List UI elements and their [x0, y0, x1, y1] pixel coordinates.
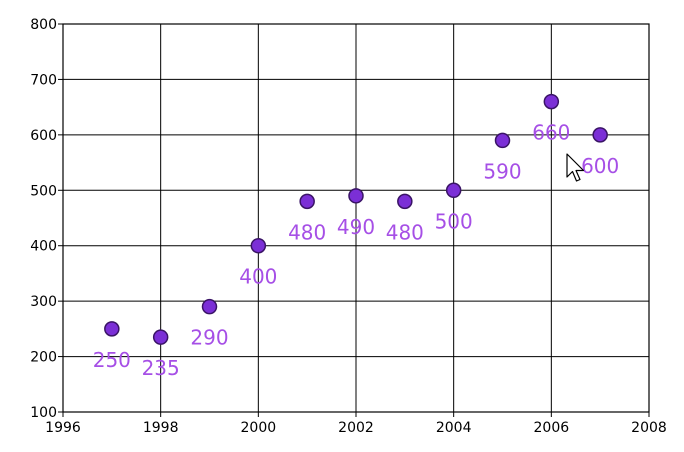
x-tick-label: 2006	[534, 420, 570, 436]
data-label: 480	[288, 220, 326, 244]
data-point	[250, 237, 267, 254]
x-tick-label: 2008	[631, 420, 667, 436]
y-tick-label: 600	[30, 128, 57, 144]
data-point	[494, 132, 511, 149]
y-tick-label: 500	[30, 183, 57, 199]
data-point	[201, 298, 218, 315]
x-tick-label: 1998	[143, 420, 179, 436]
data-labels: 250 235 290 400 480 490 480 500 590 660 600	[93, 121, 620, 381]
y-tick-label: 300	[30, 294, 57, 310]
y-tick-label: 200	[30, 350, 57, 366]
x-tick-label: 2000	[241, 420, 277, 436]
y-tick-label: 400	[30, 239, 57, 255]
x-tick-label: 2004	[436, 420, 472, 436]
data-point	[397, 193, 413, 210]
y-tick-label: 700	[30, 72, 57, 88]
data-point	[592, 127, 608, 143]
plot-frame	[62, 23, 650, 413]
data-points	[104, 93, 608, 345]
data-label: 235	[142, 356, 180, 380]
data-point	[348, 188, 364, 204]
data-point	[543, 93, 560, 110]
axes	[58, 23, 650, 417]
data-label: 490	[337, 215, 375, 239]
data-label: 660	[532, 121, 570, 145]
x-tick-labels: 1996 1998 2000 2002 2004 2006 2008	[45, 420, 667, 436]
mouse-pointer-icon	[566, 153, 585, 182]
data-label: 250	[93, 348, 131, 372]
y-tick-labels: 100 200 300 400 500 600 700 800	[30, 17, 57, 421]
data-point	[152, 329, 169, 345]
data-point	[104, 321, 120, 337]
x-tick-label: 1996	[45, 420, 81, 436]
y-tick-label: 800	[30, 17, 57, 33]
data-label: 400	[239, 265, 277, 289]
data-label: 600	[581, 154, 619, 178]
data-label: 480	[386, 220, 424, 244]
data-label: 590	[483, 159, 521, 183]
data-point	[445, 182, 462, 199]
y-tick-label: 100	[30, 405, 57, 421]
x-tick-label: 2002	[338, 420, 374, 436]
data-label: 500	[435, 209, 473, 233]
data-point	[299, 193, 315, 210]
data-label: 290	[190, 326, 228, 350]
